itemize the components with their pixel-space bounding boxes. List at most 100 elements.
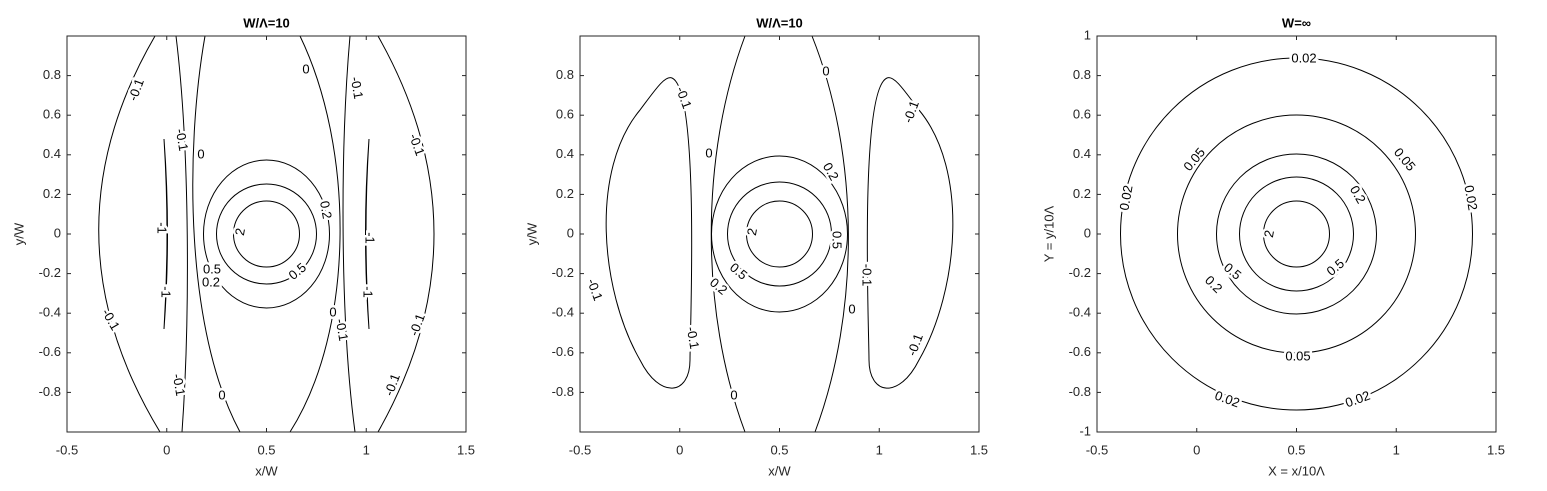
- y-tick-label: 0.6: [556, 107, 574, 122]
- x-tick-label: 0: [676, 442, 683, 457]
- y-tick-label: 0.6: [1073, 107, 1091, 122]
- contour-label: 0: [730, 387, 737, 402]
- y-tick-label: -0.4: [1069, 305, 1091, 320]
- contour-line: [1176, 114, 1417, 354]
- contour-label: 0: [218, 387, 225, 402]
- x-tick-label: 1: [876, 442, 883, 457]
- x-tick-label: -0.5: [569, 442, 591, 457]
- chart-title: W=∞: [1282, 15, 1311, 30]
- contour-line: [811, 35, 849, 433]
- contour-line: [163, 138, 168, 330]
- contour-label: -0.1: [348, 75, 367, 100]
- contour-label: 0: [302, 61, 309, 76]
- x-tick-label: 0.5: [257, 442, 275, 457]
- y-tick-label: -0.6: [552, 344, 574, 359]
- contour-line: [289, 35, 341, 433]
- contour-line: [1238, 176, 1355, 292]
- contour-line: [745, 200, 814, 268]
- y-tick-label: 0.8: [1073, 67, 1091, 82]
- x-tick-label: 0: [163, 442, 170, 457]
- contour-line: [202, 159, 331, 309]
- contour-label: -1: [363, 232, 378, 244]
- y-tick-label: 0.2: [43, 186, 61, 201]
- y-tick-label: 0.8: [43, 67, 61, 82]
- x-tick-label: 1.5: [970, 442, 988, 457]
- contours: [98, 35, 435, 433]
- chart-title: W/Λ=10: [756, 15, 803, 30]
- y-tick-label: -0.8: [552, 384, 574, 399]
- contour-line: [726, 181, 833, 287]
- x-tick-label: 1.5: [1487, 442, 1505, 457]
- contour-line: [605, 77, 693, 389]
- contour-label: -0.1: [333, 317, 352, 342]
- y-tick-label: 0.6: [43, 107, 61, 122]
- contour-line: [342, 35, 356, 433]
- contour-label: 0.5: [203, 261, 221, 276]
- contour-label: 0: [197, 146, 204, 161]
- contour-label: 0.5: [830, 231, 845, 249]
- contours: [1119, 57, 1474, 411]
- y-tick-label: -0.6: [39, 344, 61, 359]
- y-tick-label: -0.6: [1069, 344, 1091, 359]
- x-tick-label: 0.5: [1287, 442, 1305, 457]
- contour-line: [365, 138, 370, 330]
- contour-label: 0: [705, 145, 712, 160]
- contour-line: [232, 200, 301, 268]
- plot-area: [580, 36, 979, 432]
- contour-label: -0.1: [684, 325, 703, 350]
- y-tick-label: -0.4: [552, 305, 574, 320]
- y-tick-label: 0: [1084, 225, 1091, 240]
- y-tick-label: 0.2: [556, 186, 574, 201]
- contour-line: [175, 35, 188, 433]
- y-tick-label: 0: [54, 225, 61, 240]
- contour-label: 0: [848, 301, 855, 316]
- y-axis-label: Y = y/10Λ: [1041, 205, 1056, 262]
- contour-line: [1215, 153, 1378, 315]
- contour-line: [710, 155, 849, 313]
- contour-label: 0.05: [1285, 348, 1310, 363]
- y-axis-label: y/W: [524, 222, 539, 245]
- contour-line: [1119, 57, 1474, 411]
- x-axis-label: x/W: [768, 463, 791, 478]
- contour-label: -1: [155, 222, 170, 234]
- y-tick-label: -0.2: [552, 265, 574, 280]
- contour-line: [98, 35, 161, 433]
- contour-label: 0.2: [317, 200, 335, 220]
- y-tick-label: -0.2: [39, 265, 61, 280]
- contour-label: -1: [159, 286, 174, 298]
- contour-label: -0.1: [170, 372, 189, 397]
- plot-area: [67, 36, 466, 432]
- y-tick-label: -0.8: [39, 384, 61, 399]
- contour-line: [866, 77, 954, 389]
- x-tick-label: 0: [1193, 442, 1200, 457]
- chart-title: W/Λ=10: [243, 15, 290, 30]
- plot-area: [1097, 36, 1496, 432]
- x-axis-label: X = x/10Λ: [1268, 463, 1325, 478]
- contour-label: 0.2: [202, 274, 220, 289]
- y-tick-label: 0.4: [43, 146, 61, 161]
- x-axis-label: x/W: [255, 463, 278, 478]
- y-tick-label: 1: [1084, 27, 1091, 42]
- contour-label: 0: [822, 63, 829, 78]
- y-tick-label: 0.8: [556, 67, 574, 82]
- contour-line: [1262, 200, 1331, 268]
- x-tick-label: 1.5: [457, 442, 475, 457]
- y-tick-label: 0.4: [556, 146, 574, 161]
- contour-label: 0: [329, 304, 336, 319]
- contour-label: 0.02: [1291, 50, 1316, 65]
- contours: [605, 35, 954, 433]
- x-tick-label: -0.5: [56, 442, 78, 457]
- x-tick-label: 1: [363, 442, 370, 457]
- x-tick-label: 0.5: [770, 442, 788, 457]
- y-tick-label: -1: [1079, 423, 1091, 438]
- contour-label: -1: [361, 286, 376, 298]
- y-tick-label: -0.2: [1069, 265, 1091, 280]
- contour-line: [215, 183, 318, 285]
- contour-line: [377, 35, 435, 433]
- y-tick-label: 0.4: [1073, 146, 1091, 161]
- y-tick-label: -0.8: [1069, 384, 1091, 399]
- contour-label: -0.1: [173, 127, 192, 152]
- y-tick-label: 0: [567, 225, 574, 240]
- y-tick-label: 0.2: [1073, 186, 1091, 201]
